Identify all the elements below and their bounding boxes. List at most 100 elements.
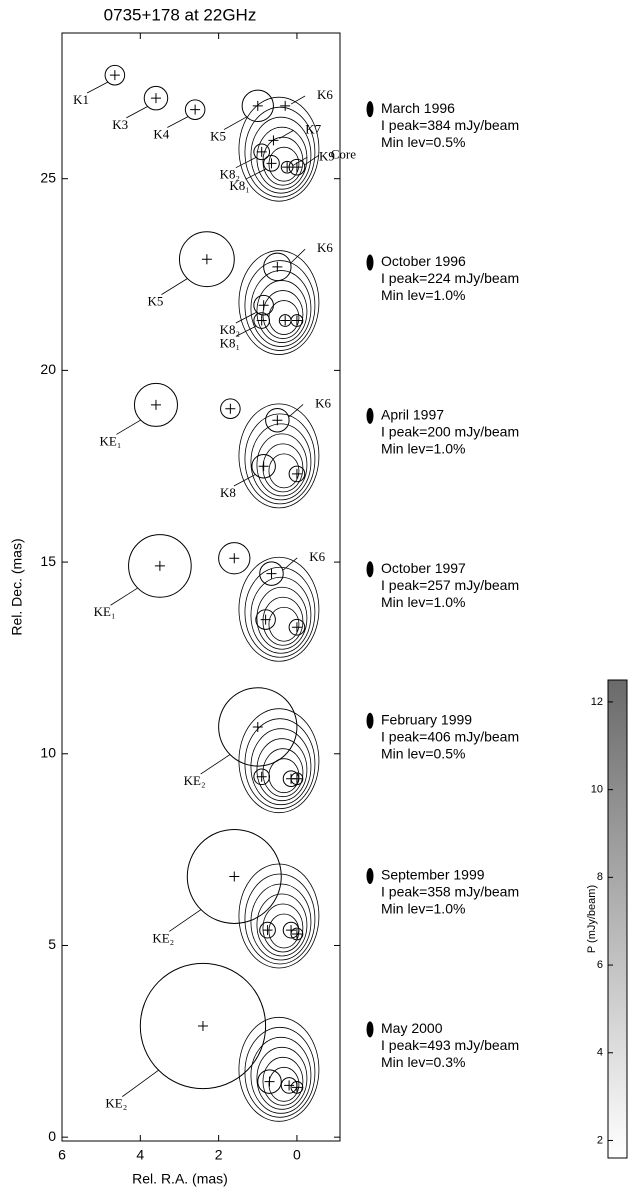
component-label: KE₂ — [152, 930, 174, 945]
label-leader — [111, 588, 138, 605]
component-cross — [229, 871, 239, 881]
epoch-peak: I peak=224 mJy/beam — [381, 270, 519, 286]
component-cross — [292, 1082, 302, 1092]
component-label: K5 — [148, 294, 164, 309]
component-label: K8 — [220, 485, 236, 500]
x-tick-label: 4 — [136, 1147, 144, 1163]
label-leader — [87, 82, 108, 93]
epoch-date: September 1999 — [381, 867, 485, 883]
epoch-minlev: Min lev=1.0% — [381, 901, 465, 917]
label-leader — [224, 117, 247, 130]
colorbar-tick-label: 12 — [591, 696, 603, 708]
label-leader — [161, 278, 187, 294]
colorbar-tick-label: 6 — [597, 959, 603, 971]
component-cross — [284, 1080, 294, 1090]
contour — [257, 587, 307, 649]
epoch-date: April 1997 — [381, 407, 444, 423]
component-label: KE₂ — [105, 1096, 127, 1111]
contour — [269, 607, 299, 641]
contour — [269, 914, 299, 948]
component-label: K6 — [309, 549, 325, 564]
component-cross — [263, 925, 273, 935]
label-leader — [201, 754, 231, 774]
contour — [257, 894, 307, 956]
contour — [251, 271, 311, 347]
colorbar-tick-label: 10 — [591, 784, 603, 796]
contour — [245, 567, 315, 657]
contour — [245, 414, 315, 504]
component-cross — [292, 622, 302, 632]
component-cross — [280, 101, 290, 111]
component-cross — [266, 158, 276, 168]
contour — [245, 261, 315, 351]
colorbar — [608, 680, 627, 1158]
epoch-minlev: Min lev=1.0% — [381, 441, 465, 457]
y-tick-label: 0 — [48, 1128, 56, 1144]
colorbar-label: P (mJy/beam) — [586, 885, 598, 953]
colorbar-tick-label: 2 — [597, 1134, 603, 1146]
x-tick-label: 0 — [293, 1147, 301, 1163]
y-tick-label: 10 — [40, 744, 56, 760]
component-label: K3 — [112, 117, 128, 132]
label-leader — [169, 909, 201, 931]
colorbar-tick-label: 4 — [597, 1047, 603, 1059]
x-tick-label: 6 — [58, 1147, 66, 1163]
epoch-date: October 1996 — [381, 253, 466, 269]
component-label: KE₁ — [94, 604, 116, 619]
component-cross — [190, 105, 200, 115]
component-label: Core — [331, 146, 357, 161]
contour — [245, 1027, 315, 1117]
beam-symbol — [367, 868, 374, 884]
contour — [257, 1047, 307, 1109]
component-label: K6 — [317, 87, 333, 102]
y-tick-label: 25 — [40, 169, 56, 185]
y-tick-label: 5 — [48, 936, 56, 952]
component-cross — [155, 561, 165, 571]
x-tick-label: 2 — [215, 1147, 223, 1163]
contour — [251, 117, 311, 193]
chart-title: 0735+178 at 22GHz — [104, 5, 257, 24]
component-cross — [198, 1021, 208, 1031]
component-label: K4 — [153, 126, 169, 141]
label-leader — [283, 558, 297, 570]
beam-symbol — [367, 713, 374, 729]
component-cross — [280, 316, 290, 326]
epoch-peak: I peak=257 mJy/beam — [381, 577, 519, 593]
beam-symbol — [367, 561, 374, 577]
label-leader — [167, 117, 188, 128]
label-leader — [122, 1070, 159, 1097]
epoch-peak: I peak=358 mJy/beam — [381, 884, 519, 900]
contour — [269, 1067, 299, 1101]
epoch-peak: I peak=384 mJy/beam — [381, 117, 519, 133]
beam-symbol — [367, 101, 374, 117]
component-cross — [292, 469, 302, 479]
component-label: K1 — [73, 92, 89, 107]
epoch-minlev: Min lev=0.5% — [381, 745, 465, 761]
component-label: K5 — [210, 128, 226, 143]
component-label: K7 — [305, 121, 321, 136]
label-leader — [293, 157, 307, 165]
epoch-date: October 1997 — [381, 560, 466, 576]
component-cross — [265, 1077, 275, 1087]
component-cross — [202, 254, 212, 264]
component-cross — [151, 93, 161, 103]
component-label: K8₁ — [229, 178, 249, 193]
beam-symbol — [367, 408, 374, 424]
beam-symbol — [367, 255, 374, 271]
component-cross — [257, 316, 267, 326]
contour — [257, 434, 307, 496]
component-cross — [268, 135, 278, 145]
component-cross — [110, 70, 120, 80]
y-tick-label: 20 — [40, 361, 56, 377]
component-cross — [292, 316, 302, 326]
component-label: K6 — [315, 395, 331, 410]
component-cross — [292, 162, 302, 172]
contour — [257, 281, 307, 343]
component-cross — [151, 400, 161, 410]
y-axis-label: Rel. Dec. (mas) — [9, 538, 25, 635]
epoch-date: March 1996 — [381, 100, 455, 116]
component-cross — [259, 461, 269, 471]
component-label: KE₂ — [184, 773, 206, 788]
beam-symbol — [367, 1021, 374, 1037]
contour — [251, 424, 311, 500]
